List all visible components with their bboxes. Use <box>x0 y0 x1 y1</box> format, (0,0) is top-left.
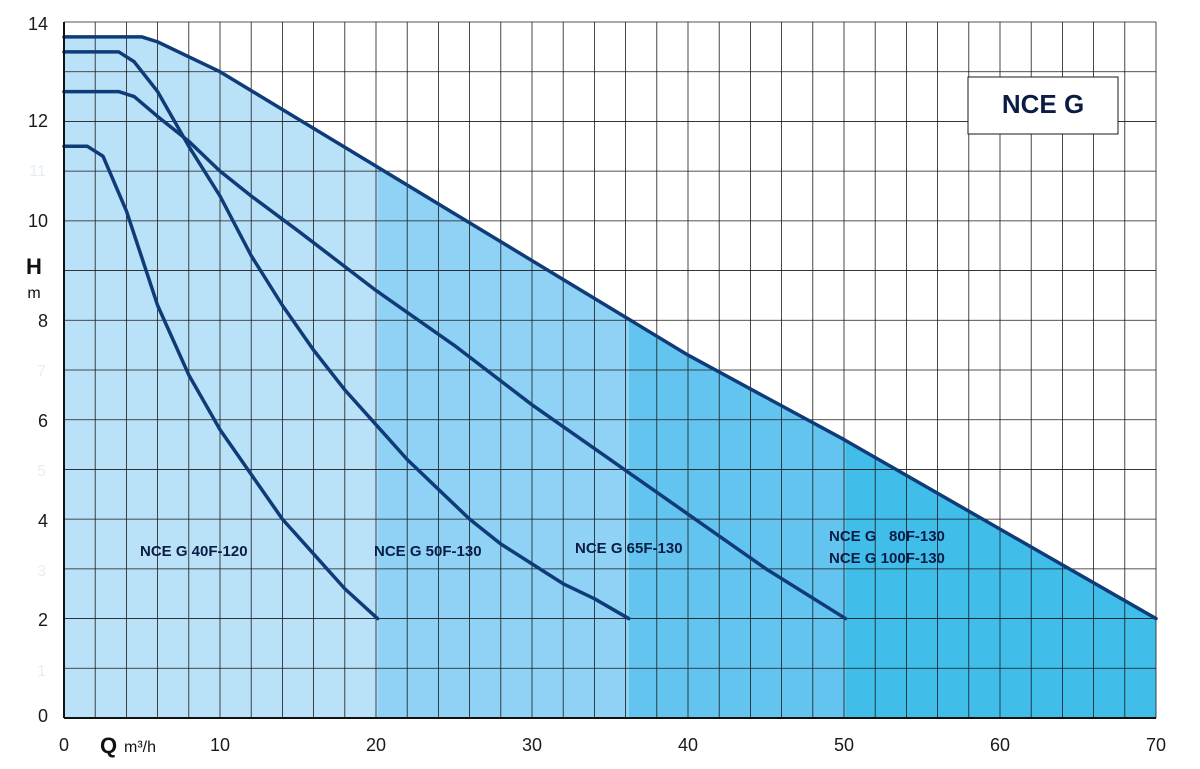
x-tick-labels: 0 10 20 30 40 50 60 70 <box>59 735 1166 755</box>
y-tick-label-faint: 7 <box>37 363 46 380</box>
chart-title: NCE G <box>1002 89 1084 119</box>
y-tick-label: 6 <box>38 411 48 431</box>
series-curve-3 <box>62 89 848 621</box>
y-tick-label: 0 <box>38 706 48 726</box>
y-axis-unit: m <box>27 285 40 302</box>
series-curve-2 <box>62 50 631 621</box>
y-tick-label: 14 <box>28 14 48 34</box>
x-tick-label: 70 <box>1146 735 1166 755</box>
title-box: NCE G <box>967 76 1119 135</box>
series-curve-1 <box>62 144 380 621</box>
x-axis-label: Q m³/h <box>100 733 156 758</box>
fill-region-4 <box>845 440 1156 718</box>
x-tick-label: 10 <box>210 735 230 755</box>
x-tick-label: 30 <box>522 735 542 755</box>
x-tick-label: 0 <box>59 735 69 755</box>
fill-region-1 <box>64 36 378 719</box>
y-tick-label: 10 <box>28 211 48 231</box>
y-tick-label: 4 <box>38 511 48 531</box>
series-labels: NCE G 40F-120 NCE G 50F-130 NCE G 65F-13… <box>140 528 945 567</box>
x-axis-symbol: Q <box>100 733 117 758</box>
x-tick-label: 60 <box>990 735 1010 755</box>
region-fills <box>64 36 1156 719</box>
y-tick-label-faint: 1 <box>37 663 46 680</box>
series-label-100f-130: NCE G 100F-130 <box>829 550 945 567</box>
y-tick-label: 2 <box>38 610 48 630</box>
x-tick-label: 40 <box>678 735 698 755</box>
series-curve-4 <box>62 35 1158 621</box>
y-tick-label-faint: 5 <box>37 463 46 480</box>
y-tick-label: 8 <box>38 311 48 331</box>
title-box-background <box>967 76 1119 135</box>
series-label-80f-130: NCE G 80F-130 <box>829 528 945 545</box>
y-tick-label-faint: 3 <box>37 563 46 580</box>
y-axis-label: H m <box>26 254 42 302</box>
y-tick-labels: 0 2 4 6 8 10 12 14 <box>28 14 48 726</box>
x-axis-unit: m³/h <box>124 739 156 756</box>
series-label-65f-130: NCE G 65F-130 <box>575 540 683 557</box>
x-tick-label: 50 <box>834 735 854 755</box>
series-curves <box>62 35 1158 621</box>
y-tick-label: 12 <box>28 111 48 131</box>
grid <box>63 21 1157 719</box>
y-tick-label-faint: 11 <box>29 163 46 180</box>
axes <box>63 22 1156 719</box>
series-label-50f-130: NCE G 50F-130 <box>374 543 482 560</box>
y-axis-symbol: H <box>26 254 42 279</box>
y-tick-labels-faint: 1 3 5 7 11 <box>29 163 46 680</box>
x-tick-label: 20 <box>366 735 386 755</box>
fill-region-2 <box>377 167 629 718</box>
series-label-40f-120: NCE G 40F-120 <box>140 543 248 560</box>
